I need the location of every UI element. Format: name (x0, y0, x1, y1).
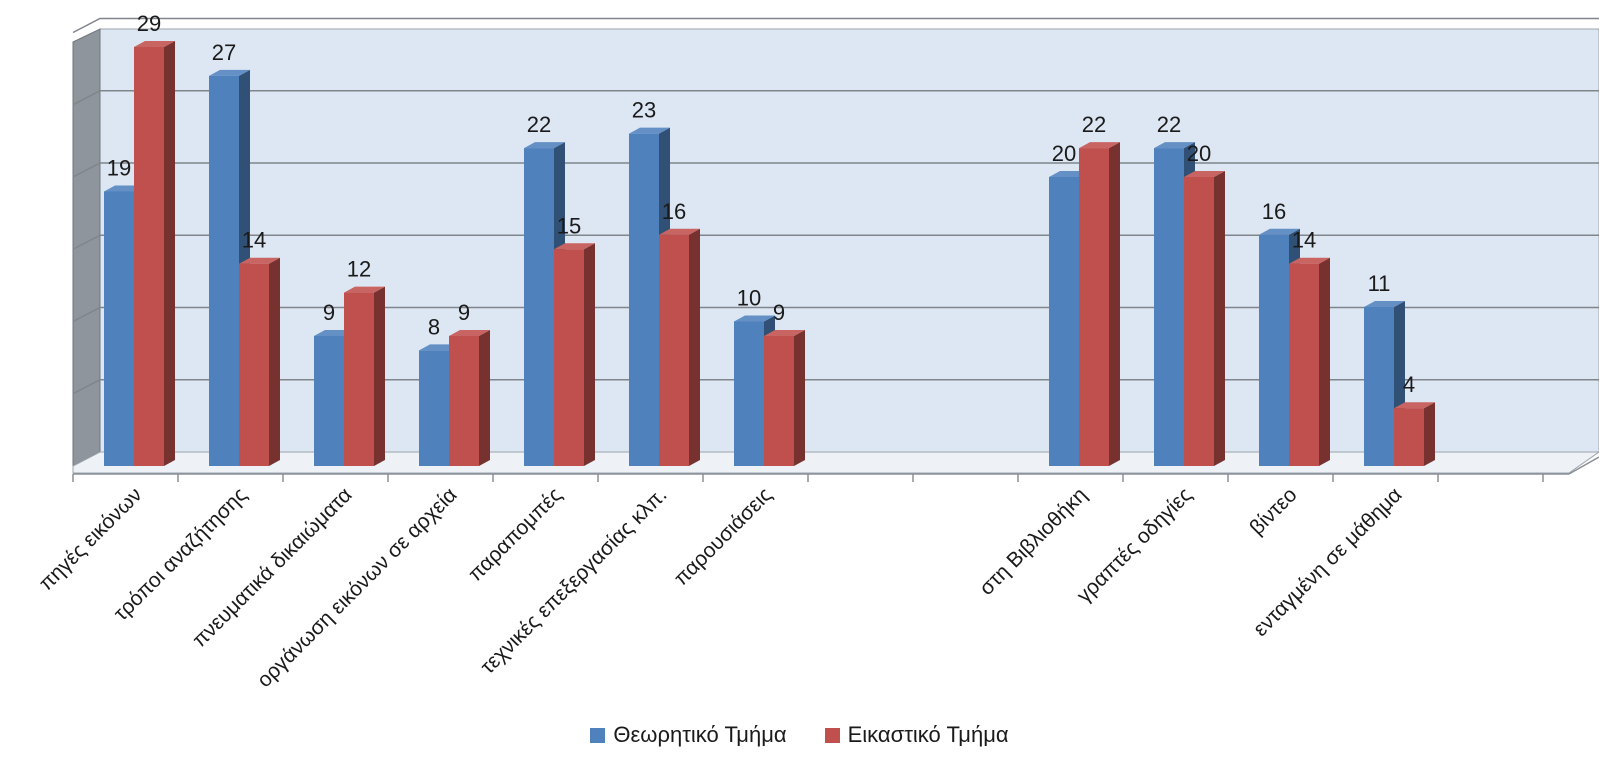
bar (1394, 402, 1435, 466)
bar (1079, 142, 1120, 466)
bar (344, 287, 385, 466)
bar-side (1319, 258, 1330, 466)
category-label: τεχνικές επεξεργασίας κλπ. (476, 483, 671, 678)
data-label: 4 (1403, 372, 1415, 397)
data-label: 9 (773, 300, 785, 325)
bar-side (479, 330, 490, 466)
legend-swatch-series-1 (590, 728, 605, 743)
data-label: 9 (458, 300, 470, 325)
bar-front (449, 336, 479, 466)
data-label: 20 (1052, 141, 1076, 166)
bar-front (764, 336, 794, 466)
bar-front (1394, 408, 1424, 466)
bar (554, 243, 595, 466)
bar-front (104, 191, 134, 466)
bar-side (584, 243, 595, 466)
bar (764, 330, 805, 466)
data-label: 16 (1262, 199, 1286, 224)
bar-side (689, 229, 700, 466)
data-label: 15 (557, 213, 581, 238)
data-label: 22 (527, 112, 551, 137)
bar-front (239, 264, 269, 466)
bar-front (419, 350, 449, 466)
bar-front (1289, 264, 1319, 466)
data-label: 20 (1187, 141, 1211, 166)
data-label: 9 (323, 300, 335, 325)
legend-swatch-series-2 (825, 728, 840, 743)
legend: Θεωρητικό Τμήμα Εικαστικό Τμήμα (0, 718, 1599, 752)
bar-front (659, 235, 689, 466)
bar-side (164, 41, 175, 466)
bar-front (209, 76, 239, 466)
data-label: 19 (107, 155, 131, 180)
bar-side (1214, 171, 1225, 466)
bar-front (134, 47, 164, 466)
bar-front (314, 336, 344, 466)
bar-front (344, 293, 374, 466)
data-label: 11 (1368, 271, 1391, 296)
bar-front (734, 322, 764, 467)
bar-side (269, 258, 280, 466)
category-label: βίντεο (1245, 483, 1301, 539)
category-label: παραπομπές (464, 483, 567, 586)
legend-item-series-2: Εικαστικό Τμήμα (825, 722, 1009, 748)
bar-side (374, 287, 385, 466)
data-label: 16 (662, 199, 686, 224)
bar-front (1079, 148, 1109, 466)
legend-label-series-2: Εικαστικό Τμήμα (848, 722, 1009, 748)
category-label: πηγές εικόνων (35, 483, 147, 595)
data-label: 22 (1082, 112, 1106, 137)
data-label: 14 (1292, 228, 1316, 253)
data-label: 14 (242, 228, 266, 253)
data-label: 29 (137, 11, 161, 36)
bar-side (1109, 142, 1120, 466)
bar-front (629, 134, 659, 466)
data-label: 23 (632, 98, 656, 123)
bar-front (524, 148, 554, 466)
bar-side (1424, 402, 1435, 466)
legend-label-series-1: Θεωρητικό Τμήμα (613, 722, 786, 748)
data-label: 10 (737, 286, 761, 311)
category-label: γραπτές οδηγίες (1073, 483, 1197, 607)
bar-front (1184, 177, 1214, 466)
bar-side (794, 330, 805, 466)
category-label: στη Βιβλιοθήκη (975, 483, 1092, 600)
bar (659, 229, 700, 466)
bar (134, 41, 175, 466)
bar-front (554, 249, 584, 466)
category-label: οργάνωση εικόνων σε αρχεία (253, 483, 462, 692)
bar-front (1154, 148, 1184, 466)
data-label: 12 (347, 257, 371, 282)
bar (1184, 171, 1225, 466)
data-label: 8 (428, 314, 440, 339)
bar (449, 330, 490, 466)
data-label: 22 (1157, 112, 1181, 137)
bar (239, 258, 280, 466)
legend-item-series-1: Θεωρητικό Τμήμα (590, 722, 786, 748)
data-label: 27 (212, 40, 236, 65)
bar-front (1049, 177, 1079, 466)
bar-front (1259, 235, 1289, 466)
bar (1289, 258, 1330, 466)
bar-front (1364, 307, 1394, 466)
category-label: παρουσιάσεις (670, 483, 777, 590)
